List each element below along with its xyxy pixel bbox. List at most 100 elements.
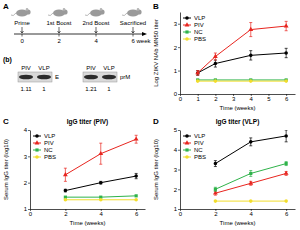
legend-marker [185, 22, 190, 26]
blot-band [19, 75, 33, 80]
data-point [285, 162, 288, 165]
series-line [198, 26, 286, 73]
x-axis-title: Time (weeks) [220, 105, 256, 111]
y-tick-label: 3 [174, 21, 178, 27]
y-tick-label: 0 [174, 91, 178, 97]
legend-label: NC [44, 147, 53, 153]
data-point [134, 174, 138, 178]
x-tick-label: 6 [135, 211, 139, 217]
lane-label: VLP [103, 65, 114, 71]
x-tick-label: 0 [179, 96, 183, 102]
y-tick-label: 3 [24, 154, 28, 160]
x-axis-line [181, 209, 296, 210]
data-point [195, 70, 200, 74]
y-tick-label: 2 [24, 180, 28, 186]
data-point [134, 198, 138, 202]
y-tick: 1 [174, 68, 180, 74]
data-point [284, 134, 288, 138]
x-tick-label: 2 [214, 211, 218, 217]
series-line [198, 53, 286, 73]
y-tick: 3 [174, 167, 180, 173]
data-point [64, 189, 68, 193]
y-tick-mark [178, 150, 180, 151]
chart-panel: DIgG titer (VLP)024612345VLPPIVNCPBSTime… [153, 117, 296, 226]
y-axis-title: Log ZIKV NAb MN50 titer [153, 19, 159, 87]
data-point [284, 23, 289, 27]
error-bar [285, 130, 288, 142]
y-tick-mark [178, 94, 180, 95]
x-tick: 6 [285, 209, 289, 217]
error-bar [135, 173, 138, 178]
x-tick: 1 [197, 94, 201, 102]
data-point [213, 54, 218, 58]
band-ratio: 1 [42, 86, 46, 92]
y-tick: 2 [24, 180, 30, 186]
panel-label: (b) [3, 56, 12, 64]
error-bar [196, 71, 199, 76]
blot-band [102, 75, 116, 80]
y-tick: 4 [24, 127, 30, 133]
plot-area: 024612345VLPPIVNCPBS [174, 127, 296, 217]
legend: VLPPIVNCPBS [183, 15, 206, 42]
legend-label: PIV [194, 140, 204, 146]
series-line [65, 139, 136, 175]
y-tick: 2 [174, 45, 180, 51]
error-bar [285, 48, 288, 57]
chart-panel: CIgG titer (PIV)02461234VLPPIVNCPBSTime … [3, 117, 146, 226]
legend-marker [185, 148, 188, 151]
y-tick-label: 1 [174, 206, 178, 212]
y-tick-label: 3 [174, 167, 178, 173]
y-tick-mark [28, 156, 30, 157]
plot-area: 02461234VLPPIVNCPBS [24, 127, 146, 217]
y-tick-mark [28, 209, 30, 210]
timeline-tick-label: 4 [95, 38, 99, 44]
chart-panel: B01234560123VLPPIVNCPBSTime (weeks)Log Z… [153, 2, 296, 111]
y-tick-label: 4 [24, 127, 28, 133]
x-axis-title: Time (weeks) [70, 220, 106, 226]
y-tick-label: 1 [24, 206, 28, 212]
legend-label: PBS [44, 154, 56, 160]
legend: VLPPIVNCPBS [183, 133, 206, 160]
x-tick-label: 6 [285, 211, 289, 217]
timeline-tick [133, 34, 134, 37]
y-tick-mark [178, 47, 180, 48]
error-bar [214, 161, 217, 167]
legend-marker [185, 155, 189, 159]
timeline-tick-label: 6 week [132, 38, 152, 44]
marks [195, 21, 288, 83]
data-point [99, 198, 103, 202]
mouse-ear [63, 8, 66, 11]
chart-title: IgG titer (PIV) [67, 118, 109, 126]
event-label: 2nd Boost [82, 20, 109, 26]
data-point [98, 151, 103, 155]
legend-marker [35, 134, 39, 138]
lane-label: VLP [38, 65, 49, 71]
data-point [284, 171, 289, 175]
y-axis-line [30, 131, 31, 210]
timeline-tick-label: 0 [21, 38, 25, 44]
error-bar [214, 191, 217, 195]
band-ratio: 1.21 [85, 86, 97, 92]
y-axis: 1 2 3 4 [24, 127, 31, 212]
error-bar [99, 143, 102, 164]
event-label: 1st Boost [46, 20, 71, 26]
y-tick: 1 [24, 206, 30, 212]
data-point [249, 79, 253, 83]
x-axis: 0246 [29, 209, 146, 217]
x-tick-label: 3 [232, 96, 236, 102]
legend-marker [185, 30, 188, 33]
legend-label: VLP [194, 15, 205, 21]
data-point [248, 27, 253, 31]
data-point [249, 140, 253, 144]
x-tick-label: 1 [197, 96, 201, 102]
error-bar [249, 181, 252, 185]
mouse-icon [11, 8, 31, 16]
mouse-tail [122, 13, 127, 16]
error-bar [99, 181, 102, 184]
data-point [214, 199, 218, 203]
error-bar [249, 138, 252, 146]
legend-label: VLP [194, 133, 205, 139]
error-bar [249, 170, 252, 176]
marks [63, 135, 139, 201]
data-point [249, 54, 253, 58]
